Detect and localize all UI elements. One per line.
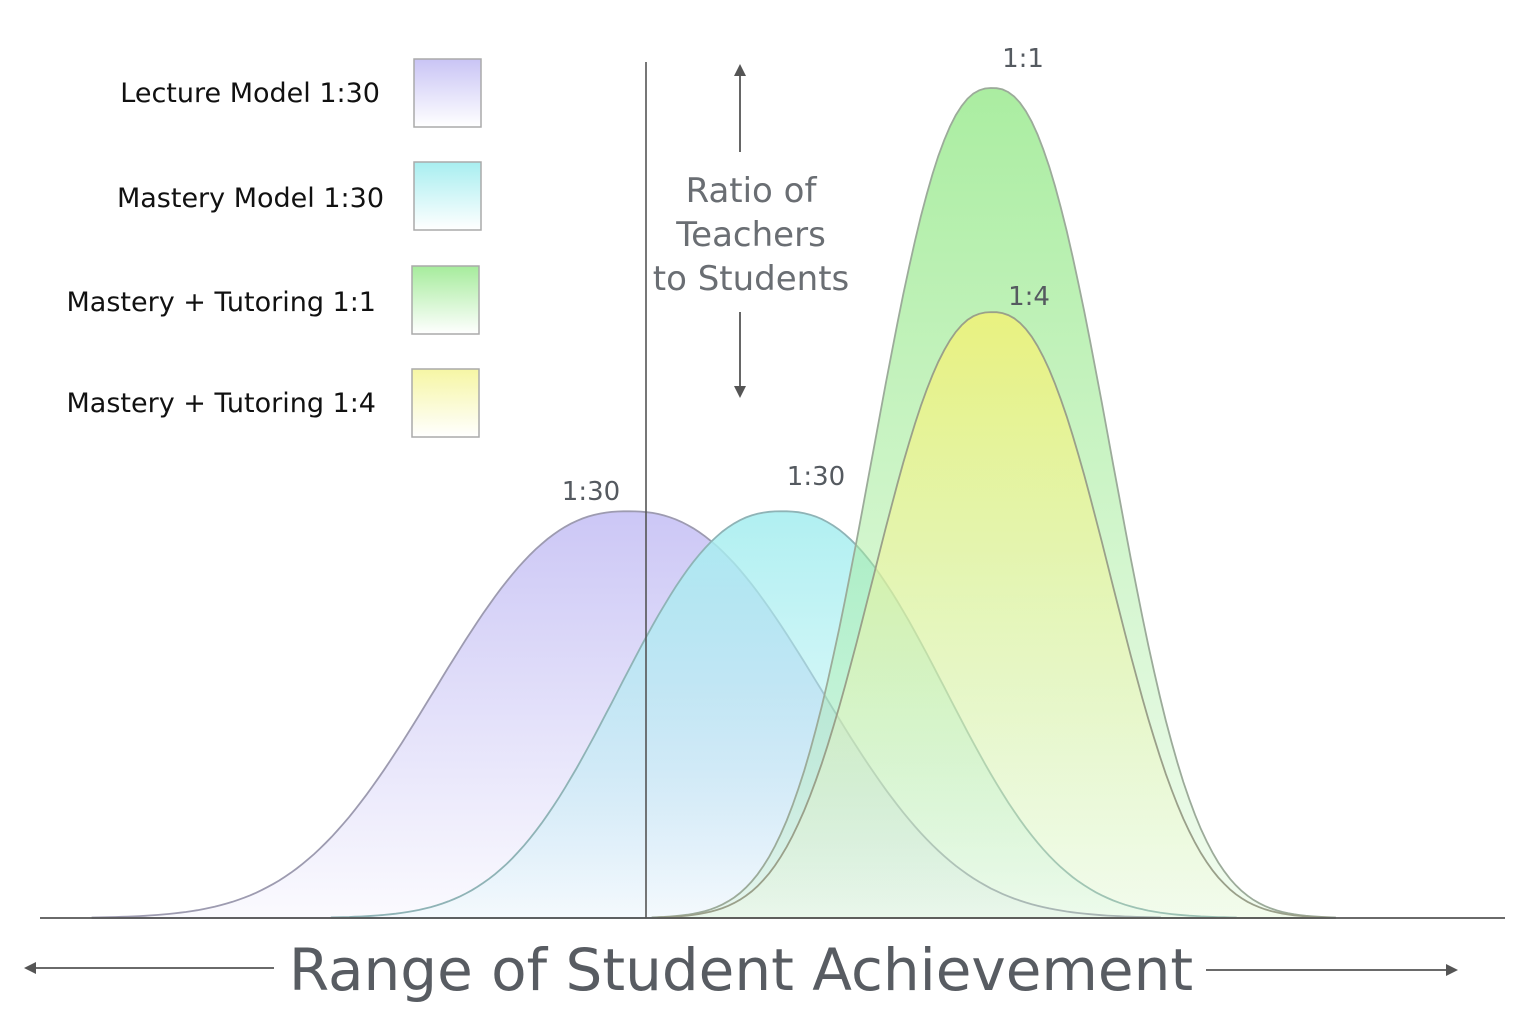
up-arrow-icon: [734, 64, 746, 76]
ratio-annotation: Ratio of Teachers to Students: [653, 64, 850, 398]
legend-label-mastery: Mastery Model 1:30: [117, 183, 384, 214]
peak-label-tutoring-1-4: 1:4: [1008, 282, 1050, 312]
peak-label-mastery: 1:30: [787, 462, 845, 492]
ratio-label-line-3: to Students: [653, 259, 850, 299]
curves-layer: [91, 87, 1336, 919]
right-arrow-icon: [1446, 964, 1458, 976]
x-axis-label: Range of Student Achievement: [289, 936, 1193, 1004]
x-axis-label-group: Range of Student Achievement: [24, 936, 1458, 1004]
legend-label-tutoring-1-4: Mastery + Tutoring 1:4: [67, 388, 376, 419]
curve-tutoring-1-4: [657, 311, 1331, 919]
legend-label-lecture: Lecture Model 1:30: [120, 78, 380, 109]
legend-swatch-mastery: [413, 161, 482, 231]
ratio-label-line-2: Teachers: [675, 215, 826, 255]
legend-swatch-tutoring-1-1: [411, 265, 480, 335]
peak-label-lecture: 1:30: [562, 477, 620, 507]
ratio-label-line-1: Ratio of: [686, 171, 818, 211]
legend-swatch-tutoring-1-4: [411, 368, 480, 438]
peak-label-tutoring-1-1: 1:1: [1002, 44, 1044, 74]
down-arrow-icon: [734, 386, 746, 398]
left-arrow-icon: [24, 962, 36, 974]
legend: Lecture Model 1:30 Mastery Model 1:30 Ma…: [67, 58, 482, 438]
legend-label-tutoring-1-1: Mastery + Tutoring 1:1: [67, 287, 376, 318]
legend-swatch-lecture: [413, 58, 482, 128]
